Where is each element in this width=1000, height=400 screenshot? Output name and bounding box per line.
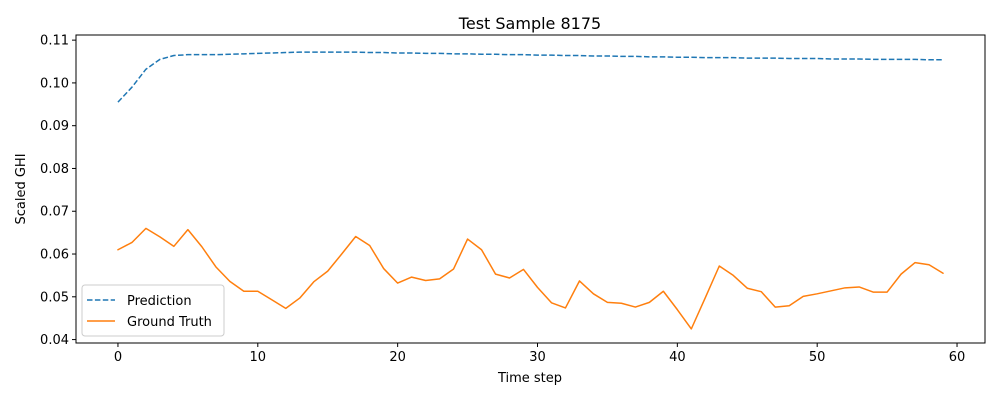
y-tick-label: 0.11 xyxy=(40,34,69,49)
x-tick-label: 0 xyxy=(114,350,122,365)
legend-label-prediction: Prediction xyxy=(127,294,192,309)
x-tick-label: 20 xyxy=(389,350,406,365)
y-axis-label: Scaled GHI xyxy=(14,153,29,224)
y-axis-ticks: 0.04 0.05 0.06 0.07 0.08 0.09 0.10 0.11 xyxy=(40,34,76,348)
series-line-ground-truth xyxy=(117,227,944,330)
x-tick-label: 50 xyxy=(809,350,826,365)
y-tick-label: 0.04 xyxy=(40,333,69,348)
x-axis-label: Time step xyxy=(497,371,562,386)
series-line-prediction xyxy=(117,51,944,103)
y-tick-label: 0.05 xyxy=(40,290,69,305)
plot-lines xyxy=(117,51,944,330)
x-tick-label: 40 xyxy=(669,350,686,365)
legend: Prediction Ground Truth xyxy=(81,284,225,337)
legend-box xyxy=(81,284,225,337)
legend-label-ground-truth: Ground Truth xyxy=(127,315,212,330)
y-tick-label: 0.07 xyxy=(40,205,69,220)
chart-title: Test Sample 8175 xyxy=(458,14,601,33)
y-tick-label: 0.06 xyxy=(40,248,69,263)
y-tick-label: 0.09 xyxy=(40,119,69,134)
y-tick-label: 0.08 xyxy=(40,162,69,177)
x-tick-label: 10 xyxy=(250,350,267,365)
x-axis-ticks: 0 10 20 30 40 50 60 xyxy=(114,343,965,365)
x-tick-label: 60 xyxy=(949,350,966,365)
axes-frame xyxy=(75,34,986,344)
y-tick-label: 0.10 xyxy=(40,76,69,91)
x-tick-label: 30 xyxy=(529,350,546,365)
